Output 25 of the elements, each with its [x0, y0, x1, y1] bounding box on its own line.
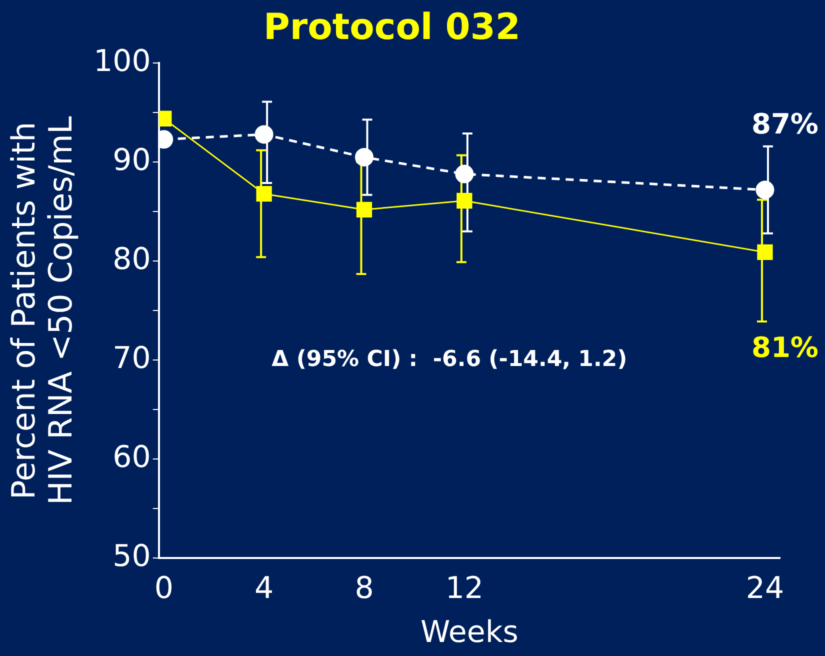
x-tick-label: 12 [445, 570, 484, 606]
x-tick-label: 24 [746, 570, 784, 606]
point [254, 125, 274, 144]
y-tick-label: 70 [112, 340, 151, 376]
y-axis-title: Percent of Patients with HIV RNA <50 Copies/mL [4, 116, 80, 505]
y-tick-label: 80 [112, 242, 151, 277]
annotation: Δ (95% CI) : -6.6 (-14.4, 1.2) [272, 346, 628, 372]
point [455, 164, 474, 184]
data-label: 87% [751, 108, 818, 141]
point [756, 180, 774, 200]
point [757, 244, 773, 260]
point [354, 148, 374, 166]
y-tick-label: 60 [112, 440, 151, 475]
point [256, 186, 272, 202]
data-label: 81% [751, 330, 818, 364]
chart-title: Protocol 032 [264, 6, 520, 48]
y-tick-label: 50 [112, 538, 151, 574]
point [356, 202, 372, 218]
x-tick-label: 0 [154, 570, 174, 606]
y-tick-label: 100 [94, 44, 151, 79]
y-tick-label: 90 [112, 142, 151, 178]
x-tick-label: 4 [254, 570, 274, 606]
point [456, 192, 472, 209]
x-axis-title: Weeks [420, 614, 518, 650]
x-tick-label: 8 [354, 570, 374, 606]
